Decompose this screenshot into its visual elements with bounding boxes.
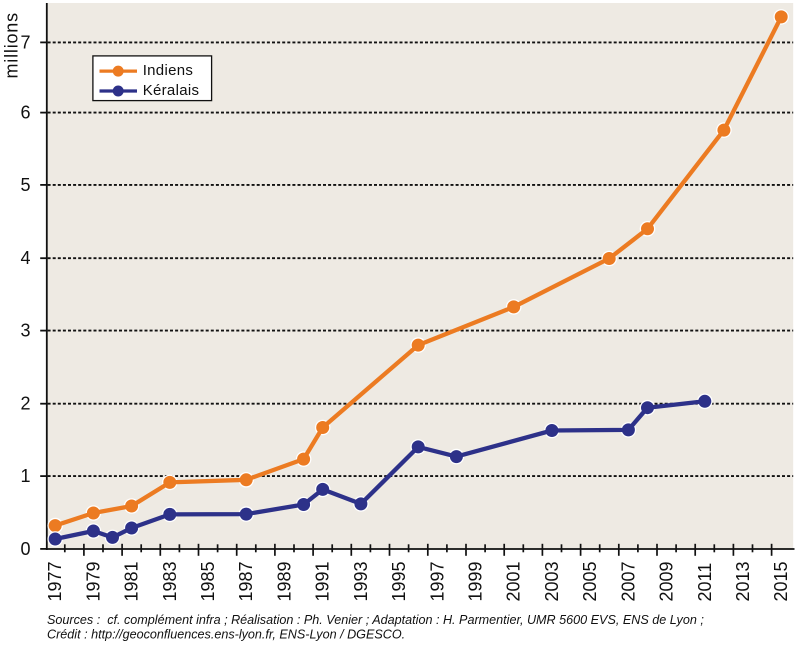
svg-text:0: 0 xyxy=(20,539,30,559)
svg-text:2003: 2003 xyxy=(542,561,562,601)
svg-text:2009: 2009 xyxy=(657,561,677,601)
svg-text:1991: 1991 xyxy=(313,561,333,601)
svg-text:1985: 1985 xyxy=(198,561,218,601)
svg-text:millions: millions xyxy=(2,12,22,78)
svg-text:2013: 2013 xyxy=(733,561,753,601)
svg-text:Crédit : http://geoconfluences: Crédit : http://geoconfluences.ens-lyon.… xyxy=(47,628,405,642)
svg-text:1983: 1983 xyxy=(160,561,180,601)
svg-text:1989: 1989 xyxy=(275,561,295,601)
svg-text:1979: 1979 xyxy=(83,561,103,601)
svg-text:4: 4 xyxy=(20,248,30,268)
svg-text:1: 1 xyxy=(20,466,30,486)
svg-text:1977: 1977 xyxy=(45,561,65,601)
svg-text:2011: 2011 xyxy=(695,563,715,602)
svg-text:3: 3 xyxy=(20,321,30,341)
svg-text:5: 5 xyxy=(20,175,30,195)
svg-text:2015: 2015 xyxy=(771,561,791,601)
svg-text:Sources : cf. complément infr: Sources : cf. complément infra ; Réalisa… xyxy=(47,613,704,627)
svg-text:2001: 2001 xyxy=(504,561,524,601)
svg-text:1999: 1999 xyxy=(466,561,486,601)
svg-text:1981: 1981 xyxy=(122,561,142,601)
svg-text:6: 6 xyxy=(20,103,30,123)
svg-text:1987: 1987 xyxy=(236,561,256,601)
svg-text:Kéralais: Kéralais xyxy=(143,82,200,99)
svg-text:1997: 1997 xyxy=(427,561,447,601)
svg-text:7: 7 xyxy=(20,32,30,52)
svg-text:1993: 1993 xyxy=(351,561,371,601)
svg-text:2005: 2005 xyxy=(580,561,600,601)
svg-text:2007: 2007 xyxy=(618,561,638,601)
svg-text:1995: 1995 xyxy=(389,561,409,601)
svg-text:2: 2 xyxy=(20,394,30,414)
svg-text:Indiens: Indiens xyxy=(143,62,193,79)
